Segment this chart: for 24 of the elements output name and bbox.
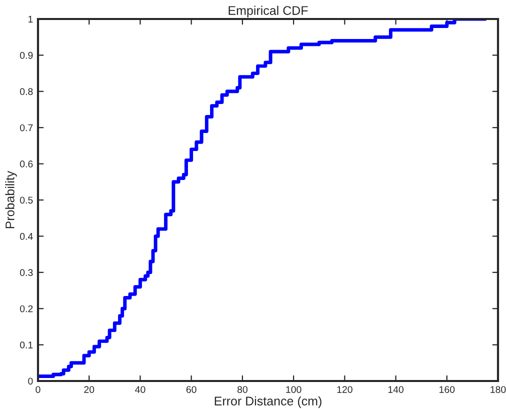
x-tick-label: 40 [135,386,146,393]
x-axis-title: Error Distance (cm) [214,396,322,408]
y-axis-title: Probability [5,170,17,228]
x-tick-label: 180 [490,386,506,393]
x-tick-label: 0 [36,386,40,393]
x-tick-label: 20 [84,386,94,393]
x-tick-label: 120 [337,386,352,393]
y-tick-label: 0.4 [20,232,33,240]
y-tick-label: 0 [28,378,33,385]
x-tick-label: 140 [388,386,404,393]
x-tick-label: 100 [286,386,302,393]
y-tick-label: 0.9 [20,52,33,59]
y-tick-label: 0.1 [20,342,33,348]
y-tick-label: 1 [28,16,33,23]
y-tick-label: 0.2 [20,305,33,312]
x-tick-label: 160 [440,386,455,393]
y-tick-label: 0.8 [20,88,33,96]
x-tick-label: 80 [237,386,248,393]
y-tick-label: 0.7 [20,124,33,132]
y-tick-label: 0.5 [20,196,33,204]
x-tick-label: 60 [186,386,196,393]
y-tick-label: 0.3 [20,269,33,276]
y-tick-label: 0.6 [20,160,33,168]
chart-title: Empirical CDF [228,6,308,18]
